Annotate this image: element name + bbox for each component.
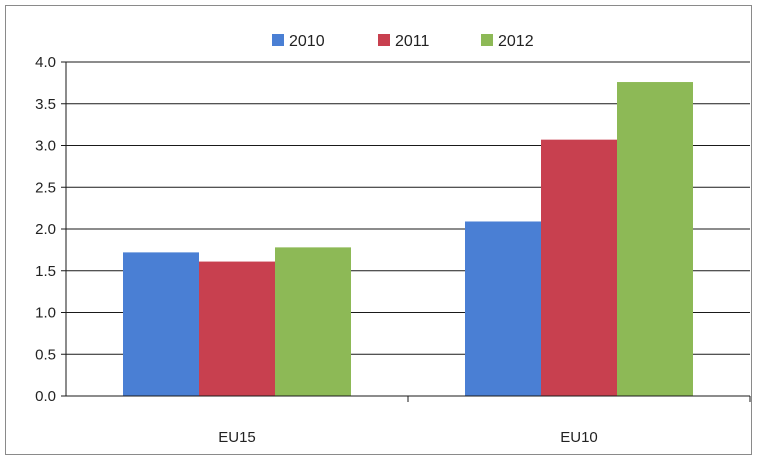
bar-eu15-2012 xyxy=(275,247,351,396)
y-tick-label: 2.0 xyxy=(35,221,56,238)
bar-eu10-2011 xyxy=(541,139,617,396)
y-tick-label: 3.0 xyxy=(35,138,56,155)
legend-label-2011: 2011 xyxy=(395,33,430,50)
x-tick-label: EU10 xyxy=(560,429,598,446)
bar-eu15-2011 xyxy=(199,261,275,396)
y-tick-label: 0.5 xyxy=(35,346,56,363)
legend-label-2012: 2012 xyxy=(498,33,534,50)
y-tick-label: 3.5 xyxy=(35,96,56,113)
y-tick-label: 1.5 xyxy=(35,263,56,280)
legend-swatch-2010 xyxy=(272,34,284,46)
bar-eu15-2010 xyxy=(123,252,199,396)
y-tick-label: 4.0 xyxy=(35,54,56,71)
bars xyxy=(123,82,693,396)
legend-label-2010: 2010 xyxy=(289,33,325,50)
y-tick-label: 0.0 xyxy=(35,388,56,405)
axes: 0.0 0.5 1.0 1.5 2.0 2.5 3.0 3.5 4.0 EU15 EU10 xyxy=(35,54,751,446)
x-tick-label: EU15 xyxy=(218,429,256,446)
legend-swatch-2011 xyxy=(378,34,390,46)
bar-eu10-2012 xyxy=(617,82,693,396)
legend-swatch-2012 xyxy=(481,34,493,46)
y-tick-label: 2.5 xyxy=(35,179,56,196)
legend: 2010 2011 2012 xyxy=(272,33,534,50)
y-tick-label: 1.0 xyxy=(35,305,56,322)
bar-eu10-2010 xyxy=(465,221,541,396)
